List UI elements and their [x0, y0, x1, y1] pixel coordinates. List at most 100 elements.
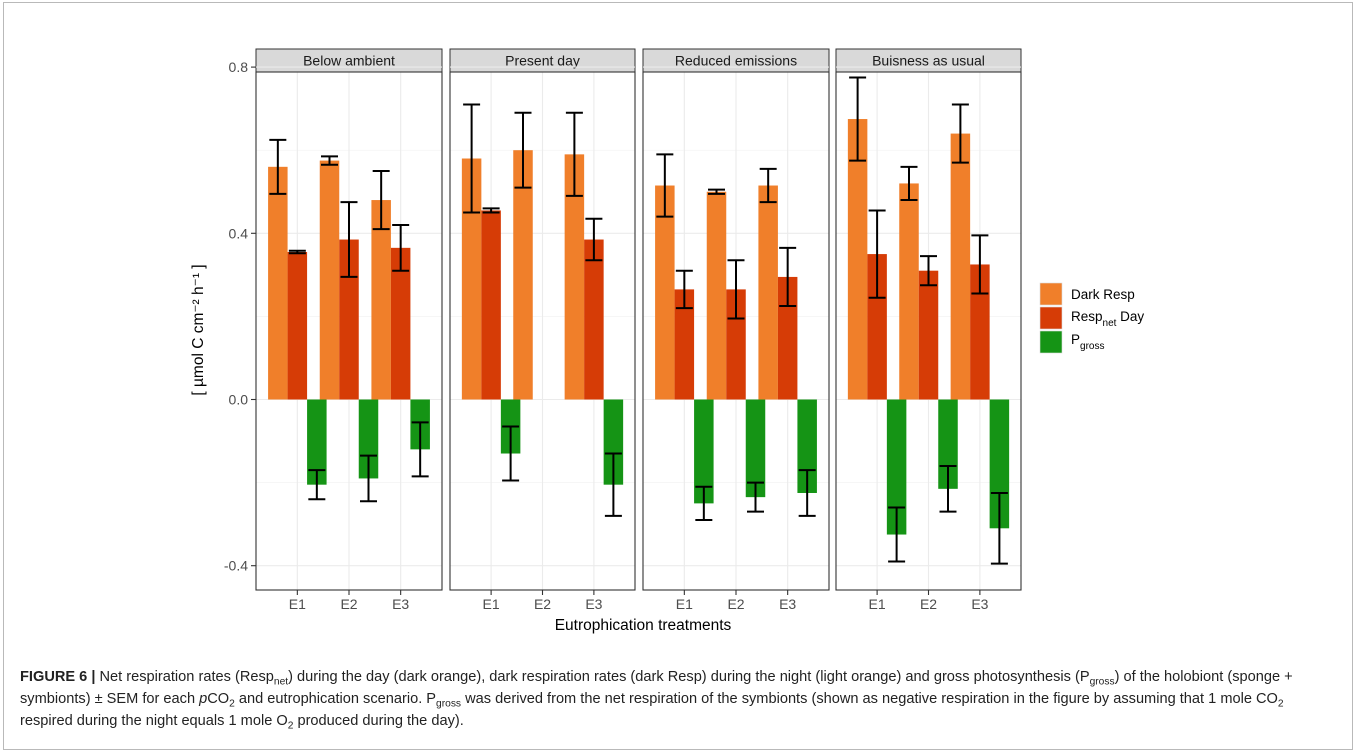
bar-resp_net_day: [481, 210, 501, 400]
x-tick-label: E2: [727, 596, 744, 612]
legend-label-p-gross: Pgross: [1071, 332, 1104, 352]
x-tick-label: E1: [869, 596, 886, 612]
facet-panel: Reduced emissions E1 E2 E3: [642, 48, 830, 612]
error-bar: [971, 234, 989, 295]
bar-dark_resp: [371, 200, 391, 400]
x-tick-label: E1: [289, 596, 306, 612]
caption-sub-2: gross: [1089, 676, 1115, 688]
facet-panel: Buisness as usual E1 E2 E3: [835, 48, 1022, 612]
legend-swatch-dark-resp: [1039, 282, 1063, 306]
error-bar: [565, 111, 583, 197]
caption-text-1: Net respiration rates (Resp: [95, 669, 274, 685]
caption-sub-1: net: [273, 676, 289, 688]
y-tick-label: -0.4: [224, 558, 248, 574]
error-bar: [759, 167, 777, 204]
caption-text-7: respired during the night equals 1 mole …: [20, 713, 288, 729]
bar-resp_net_day: [970, 264, 990, 400]
legend-swatch-resp-net-day: [1039, 306, 1063, 330]
error-bar: [340, 201, 358, 278]
caption-sub-4: 2: [229, 698, 235, 710]
error-bar: [321, 155, 338, 166]
bar-dark_resp: [706, 191, 727, 400]
error-bar: [502, 425, 520, 482]
caption-text-6: was derived from the net respiration of …: [461, 691, 1278, 707]
error-bar: [747, 481, 764, 513]
bar-p_gross: [694, 399, 714, 504]
bar-p_gross: [745, 399, 766, 498]
error-bar: [951, 103, 969, 164]
error-bar: [585, 217, 603, 262]
caption-text-3: ) of the holobiont (sponge + symbionts) …: [20, 669, 1293, 707]
error-bar: [990, 491, 1008, 565]
caption-italic-p: p: [199, 691, 208, 707]
facet-strip-label: Below ambient: [303, 53, 395, 69]
caption-text-8: produced during the day).: [293, 713, 464, 729]
y-axis-label: [ µmol C cm⁻² h⁻¹ ]: [190, 264, 207, 395]
caption-text-5: and eutrophication scenario. P: [234, 691, 437, 707]
legend-label-resp-net-day-rest: Day: [1116, 309, 1144, 324]
bar-p_gross: [307, 399, 327, 485]
figure-caption: FIGURE 6 | Net respiration rates (Respne…: [20, 666, 1336, 732]
bar-dark_resp: [564, 154, 585, 400]
bar-dark_resp: [847, 119, 868, 400]
error-bar: [675, 269, 693, 310]
facet-strip-label: Present day: [505, 53, 580, 69]
error-bar: [604, 452, 622, 517]
caption-sub-7: 2: [287, 720, 294, 732]
error-bar: [514, 111, 532, 189]
error-bar: [308, 469, 326, 501]
error-bar: [269, 138, 287, 195]
bar-resp_net_day: [674, 289, 695, 400]
bar-p_gross: [989, 399, 1010, 529]
bar-resp_net_day: [339, 239, 359, 400]
bar-p_gross: [603, 399, 624, 485]
bar-dark_resp: [758, 185, 778, 400]
bar-resp_net_day: [918, 270, 939, 400]
error-bar: [392, 223, 410, 272]
error-bar: [463, 103, 481, 214]
caption-text-2: ) during the day (dark orange), dark res…: [288, 669, 1090, 685]
error-bar: [360, 454, 377, 503]
x-tick-label: E3: [585, 596, 602, 612]
caption-figure-label: FIGURE 6 |: [20, 669, 96, 685]
legend-label-resp-net-day-main: Resp: [1071, 309, 1103, 324]
error-bar: [708, 188, 725, 195]
x-tick-label: E2: [340, 596, 357, 612]
bar-resp_net_day: [584, 239, 604, 400]
legend-label-p-gross-sub: gross: [1080, 341, 1104, 352]
x-tick-label: E3: [971, 596, 988, 612]
legend-label-dark-resp: Dark Resp: [1071, 287, 1135, 302]
error-bar: [939, 464, 957, 513]
bar-resp_net_day: [726, 289, 746, 400]
x-tick-label: E2: [534, 596, 551, 612]
caption-sub-6: 2: [1277, 698, 1284, 710]
legend-label-p-gross-main: P: [1071, 332, 1080, 347]
x-tick-label: E3: [779, 596, 796, 612]
legend-label-resp-net-day-sub: net: [1103, 318, 1117, 329]
error-bar: [888, 506, 906, 563]
bar-dark_resp: [268, 166, 288, 400]
error-bar: [779, 246, 797, 308]
error-bar: [868, 209, 886, 299]
facet-panel: Present day E1 E2 E3: [449, 48, 636, 612]
bar-dark_resp: [655, 185, 675, 400]
error-bar: [727, 259, 745, 320]
error-bar: [411, 421, 429, 478]
y-tick-label: 0.8: [229, 59, 249, 75]
bar-resp_net_day: [390, 247, 411, 400]
facet-panel: Below ambient E1 E2 E3: [255, 48, 443, 612]
x-tick-label: E3: [392, 596, 409, 612]
x-tick-label: E1: [676, 596, 693, 612]
error-bar: [920, 255, 937, 287]
caption-text-4: CO: [207, 691, 230, 707]
bar-p_gross: [358, 399, 379, 479]
error-bar: [849, 76, 867, 162]
error-bar: [656, 153, 674, 218]
y-tick-label: 0.4: [229, 225, 249, 241]
bar-dark_resp: [950, 133, 971, 400]
bar-dark_resp: [899, 183, 919, 400]
bar-dark_resp: [513, 150, 533, 400]
error-bar: [695, 485, 713, 521]
bar-resp_net_day: [867, 254, 887, 400]
